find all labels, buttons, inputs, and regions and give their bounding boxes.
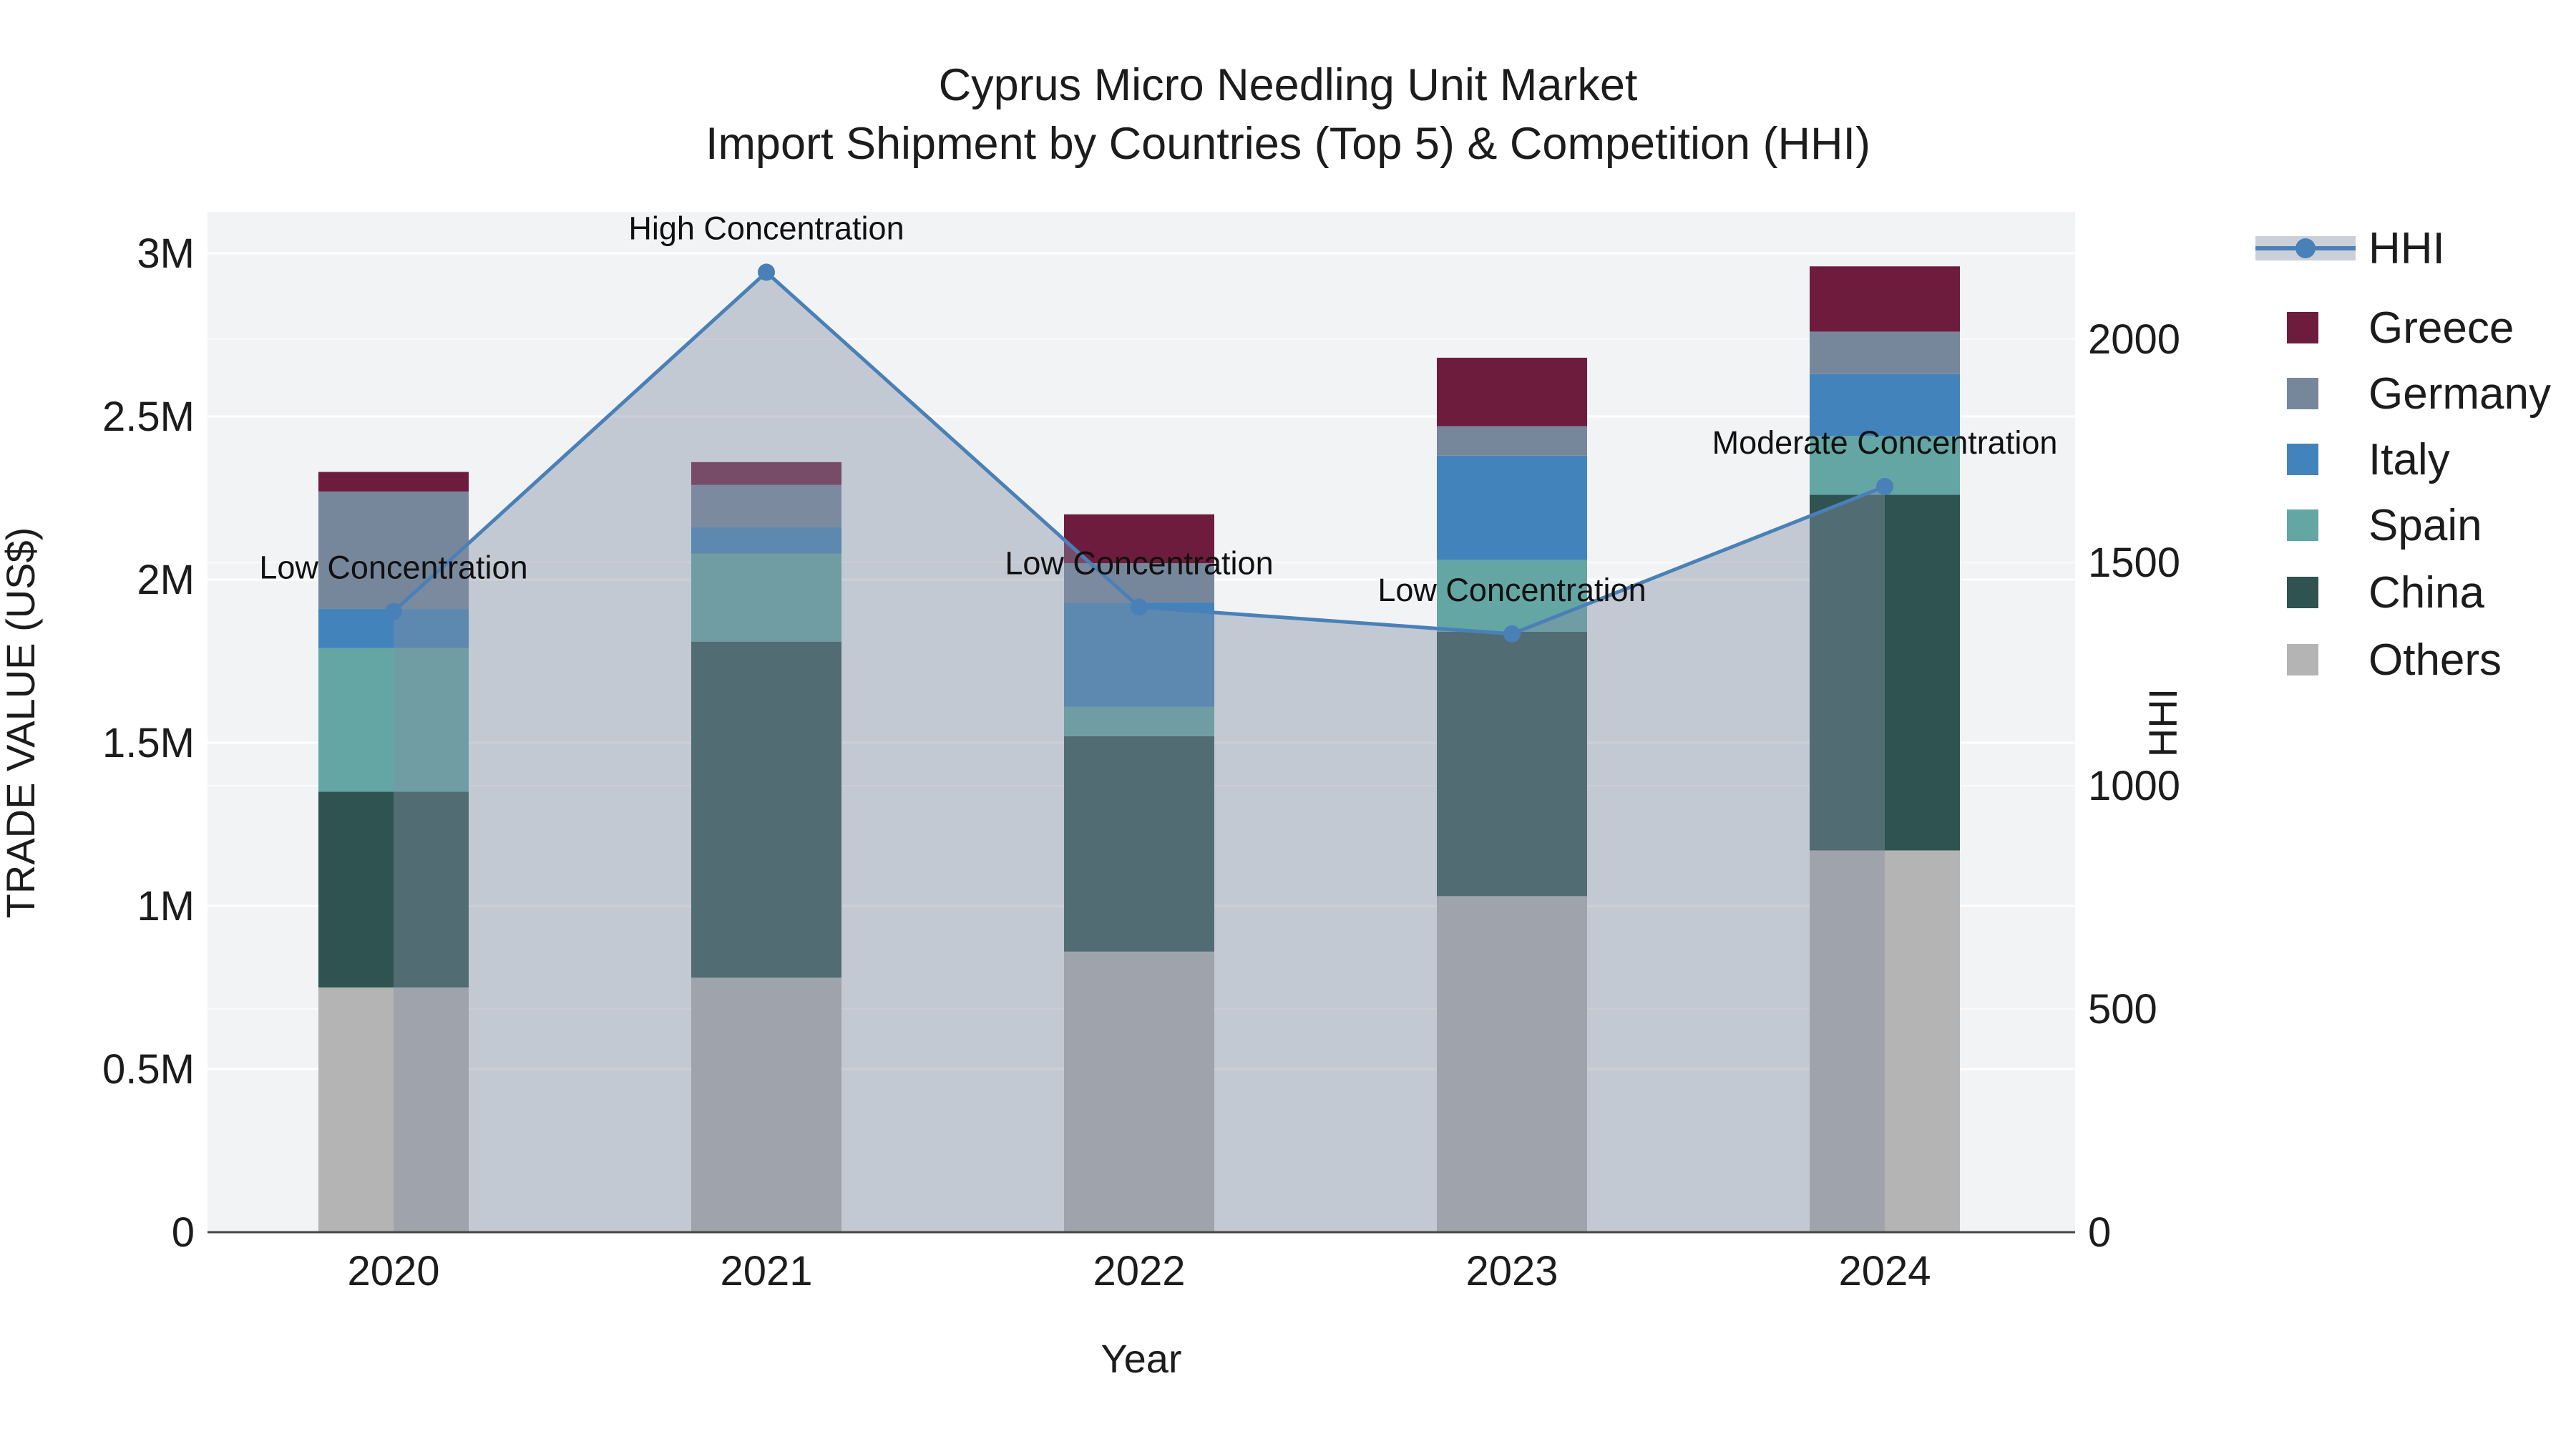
y-right-tick: 1500 [2088, 540, 2180, 586]
hhi-marker-2022[interactable] [1131, 598, 1148, 616]
y-right-axis-title: HHI [2140, 688, 2185, 757]
bar-segment-spain-2020[interactable] [318, 648, 469, 792]
legend-hhi-marker-icon [2296, 238, 2316, 258]
bar-segment-greece-2020[interactable] [318, 472, 469, 492]
bar-segment-italy-2022[interactable] [1064, 602, 1214, 707]
bar-segment-italy-2023[interactable] [1437, 455, 1587, 560]
bar-segment-others-2020[interactable] [318, 987, 469, 1232]
y-right-tick-labels: 0 500 1000 1500 2000 [2088, 316, 2180, 1256]
legend-item-others[interactable]: Others [2287, 635, 2502, 685]
annotation-2022: Low Concentration [1005, 545, 1273, 581]
x-tick-2020: 2020 [347, 1248, 439, 1294]
bar-segment-china-2020[interactable] [318, 791, 469, 987]
bar-segment-others-2021[interactable] [691, 977, 841, 1232]
bar-segment-others-2022[interactable] [1064, 951, 1214, 1232]
bar-segment-greece-2022[interactable] [1064, 514, 1214, 564]
legend-label-spain: Spain [2368, 501, 2482, 550]
legend-label-greece: Greece [2368, 303, 2514, 353]
hhi-marker-2023[interactable] [1503, 625, 1521, 643]
legend-item-italy[interactable]: Italy [2287, 435, 2450, 484]
annotation-2020: Low Concentration [259, 550, 527, 586]
legend-item-china[interactable]: China [2287, 568, 2485, 618]
bar-segment-spain-2021[interactable] [691, 553, 841, 642]
y-left-tick: 1M [137, 883, 195, 930]
legend-item-germany[interactable]: Germany [2287, 369, 2551, 419]
bar-segment-germany-2020[interactable] [318, 491, 469, 610]
bar-segment-china-2023[interactable] [1437, 631, 1587, 897]
x-tick-labels: 2020 2021 2022 2023 2024 [347, 1248, 1931, 1294]
legend-swatch-spain [2287, 509, 2318, 541]
hhi-marker-2020[interactable] [385, 602, 402, 620]
bar-segment-china-2022[interactable] [1064, 736, 1214, 952]
y-left-tick: 2M [137, 557, 195, 603]
legend-swatch-greece [2287, 312, 2318, 343]
hhi-marker-2021[interactable] [758, 263, 775, 281]
legend-swatch-china [2287, 577, 2318, 608]
x-tick-2022: 2022 [1093, 1248, 1185, 1294]
legend-label-others: Others [2368, 635, 2502, 685]
bar-segment-italy-2021[interactable] [691, 527, 841, 554]
bar-segment-china-2024[interactable] [1810, 494, 1960, 851]
y-right-tick: 1000 [2088, 763, 2180, 809]
legend-label-hhi: HHI [2368, 224, 2445, 273]
bar-segment-greece-2023[interactable] [1437, 357, 1587, 426]
legend-swatch-germany [2287, 378, 2318, 409]
bar-segment-germany-2021[interactable] [691, 484, 841, 528]
legend-item-hhi[interactable]: HHI [2255, 224, 2445, 273]
bar-segment-germany-2022[interactable] [1064, 563, 1214, 602]
hhi-marker-2024[interactable] [1876, 477, 1893, 495]
y-left-tick: 0.5M [102, 1046, 195, 1093]
annotation-2024: Moderate Concentration [1712, 424, 2058, 461]
x-tick-2024: 2024 [1838, 1248, 1931, 1294]
annotation-2021: High Concentration [628, 210, 904, 246]
legend-label-italy: Italy [2368, 435, 2450, 484]
hhi-markers [385, 263, 1893, 643]
legend: HHI Greece Germany Italy Spain China Others [2255, 224, 2551, 685]
bar-segment-italy-2024[interactable] [1810, 374, 1960, 436]
hhi-area-fill[interactable] [394, 272, 1885, 1232]
y-left-tick: 3M [137, 230, 195, 277]
x-axis-title: Year [1101, 1336, 1181, 1381]
annotation-2023: Low Concentration [1377, 572, 1646, 608]
y-left-tick: 0 [172, 1209, 195, 1256]
bar-segment-spain-2023[interactable] [1437, 560, 1587, 632]
y-left-tick: 2.5M [102, 394, 195, 440]
legend-item-greece[interactable]: Greece [2287, 303, 2514, 353]
y-right-tick: 2000 [2088, 316, 2180, 363]
bar-segment-others-2023[interactable] [1437, 896, 1587, 1232]
y-left-tick-labels: 0 0.5M 1M 1.5M 2M 2.5M 3M [102, 230, 195, 1256]
annotations: Low Concentration High Concentration Low C… [259, 210, 2057, 608]
y-left-axis-title: TRADE VALUE (US$) [0, 527, 43, 919]
x-tick-2021: 2021 [720, 1248, 812, 1294]
legend-swatch-others [2287, 644, 2318, 675]
bar-segment-germany-2023[interactable] [1437, 426, 1587, 456]
chart-title-line2: Import Shipment by Countries (Top 5) & C… [706, 119, 1870, 169]
legend-swatch-italy [2287, 444, 2318, 475]
stacked-bars [318, 266, 1960, 1232]
legend-label-germany: Germany [2368, 369, 2551, 419]
bar-segment-china-2021[interactable] [691, 641, 841, 978]
bar-segment-germany-2024[interactable] [1810, 331, 1960, 374]
bar-segment-spain-2022[interactable] [1064, 706, 1214, 736]
bar-segment-others-2024[interactable] [1810, 850, 1960, 1232]
y-right-tick: 500 [2088, 986, 2157, 1033]
bar-segment-greece-2024[interactable] [1810, 266, 1960, 332]
y-left-tick: 1.5M [102, 720, 195, 766]
x-tick-2023: 2023 [1465, 1248, 1558, 1294]
bar-segment-greece-2021[interactable] [691, 462, 841, 485]
chart-title-line1: Cyprus Micro Needling Unit Market [939, 60, 1638, 110]
legend-item-spain[interactable]: Spain [2287, 501, 2482, 550]
legend-label-china: China [2368, 568, 2485, 618]
y-right-tick: 0 [2088, 1209, 2111, 1256]
